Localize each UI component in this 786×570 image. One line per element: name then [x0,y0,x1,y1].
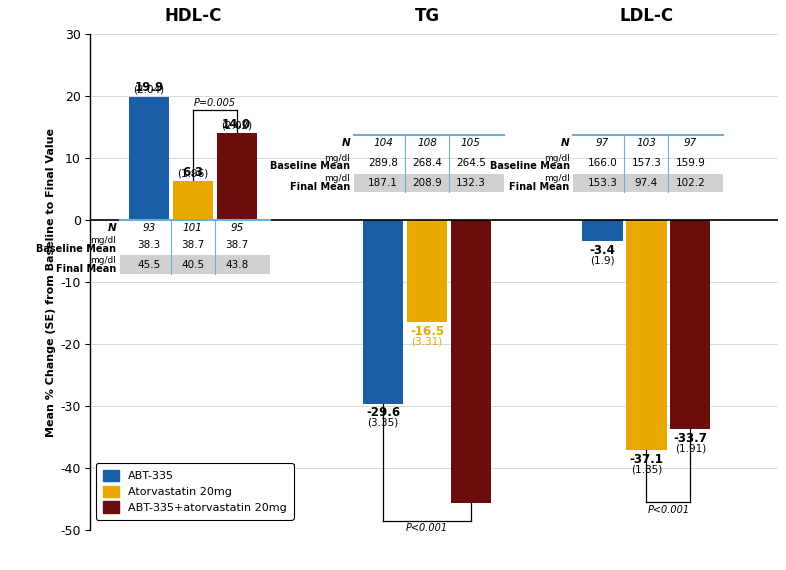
Text: LDL-C: LDL-C [619,7,674,25]
Text: 208.9: 208.9 [412,178,442,188]
Text: -3.4: -3.4 [590,244,615,256]
Text: Final Mean: Final Mean [290,182,350,192]
Bar [119,255,270,274]
Text: mg/dl: mg/dl [325,154,350,162]
Bar [626,220,667,450]
Text: 264.5: 264.5 [456,157,486,168]
Text: 38.3: 38.3 [138,240,160,250]
Text: -33.7: -33.7 [674,431,707,445]
Text: N: N [108,223,116,233]
Text: mg/dl: mg/dl [544,174,570,183]
Bar [363,220,403,404]
Bar [173,181,213,220]
Text: 102.2: 102.2 [675,178,705,188]
Text: 187.1: 187.1 [368,178,398,188]
Text: 153.3: 153.3 [588,178,618,188]
Text: P=0.005: P=0.005 [193,98,236,108]
Text: 268.4: 268.4 [412,157,442,168]
Text: 108: 108 [417,138,437,148]
Text: mg/dl: mg/dl [325,174,350,183]
Text: (2.04): (2.04) [134,73,164,94]
Text: 132.3: 132.3 [456,178,486,188]
Text: Baseline Mean: Baseline Mean [36,244,116,254]
Text: 19.9: 19.9 [134,82,163,94]
Text: 93: 93 [142,223,156,233]
Text: mg/dl: mg/dl [544,154,570,162]
Y-axis label: Mean % Change (SE) from Baseline to Final Value: Mean % Change (SE) from Baseline to Fina… [46,128,56,437]
Text: Baseline Mean: Baseline Mean [490,161,570,171]
Text: 45.5: 45.5 [138,260,160,270]
Text: 101: 101 [183,223,203,233]
Text: Final Mean: Final Mean [509,182,570,192]
Text: 43.8: 43.8 [225,260,248,270]
Text: (1.96): (1.96) [177,157,208,178]
Text: (3.36): (3.36) [455,506,487,527]
Text: 95: 95 [230,223,244,233]
Bar [129,97,169,220]
Text: HDL-C: HDL-C [164,7,222,25]
Text: (1.85): (1.85) [631,453,662,474]
Text: 6.3: 6.3 [182,166,204,178]
Text: mg/dl: mg/dl [90,256,116,265]
Text: 38.7: 38.7 [225,240,248,250]
Text: mg/dl: mg/dl [90,236,116,245]
Text: 166.0: 166.0 [588,157,618,168]
Text: Baseline Mean: Baseline Mean [270,161,350,171]
Text: 97.4: 97.4 [635,178,658,188]
Text: P<0.001: P<0.001 [648,504,689,515]
Text: 97: 97 [596,138,609,148]
Text: 38.7: 38.7 [182,240,204,250]
Text: N: N [341,138,350,148]
Bar [354,174,504,192]
Text: 103: 103 [637,138,656,148]
Bar [582,220,623,241]
Text: 157.3: 157.3 [631,157,661,168]
Text: 14.0: 14.0 [222,118,252,131]
Text: 289.8: 289.8 [368,157,398,168]
Legend: ABT-335, Atorvastatin 20mg, ABT-335+atorvastatin 20mg: ABT-335, Atorvastatin 20mg, ABT-335+ator… [96,463,294,520]
Bar [217,133,257,220]
Text: -45.6: -45.6 [454,506,488,518]
Bar [670,220,711,429]
Text: 97: 97 [684,138,697,148]
Text: 40.5: 40.5 [182,260,204,270]
Text: P<0.001: P<0.001 [406,523,448,534]
Text: TG: TG [414,7,439,25]
Bar [573,174,723,192]
Text: (1.9): (1.9) [590,244,615,265]
Text: 159.9: 159.9 [675,157,705,168]
Text: (2.02): (2.02) [221,109,252,131]
Text: 104: 104 [373,138,393,148]
Text: (3.31): (3.31) [411,325,443,347]
Text: -29.6: -29.6 [366,406,400,419]
Text: Final Mean: Final Mean [56,263,116,274]
Text: (1.91): (1.91) [674,431,706,453]
Text: N: N [561,138,570,148]
Text: -16.5: -16.5 [410,325,444,338]
Text: (3.35): (3.35) [367,406,399,428]
Bar [407,220,447,323]
Text: 105: 105 [461,138,481,148]
Text: -37.1: -37.1 [630,453,663,466]
Bar [450,220,491,503]
